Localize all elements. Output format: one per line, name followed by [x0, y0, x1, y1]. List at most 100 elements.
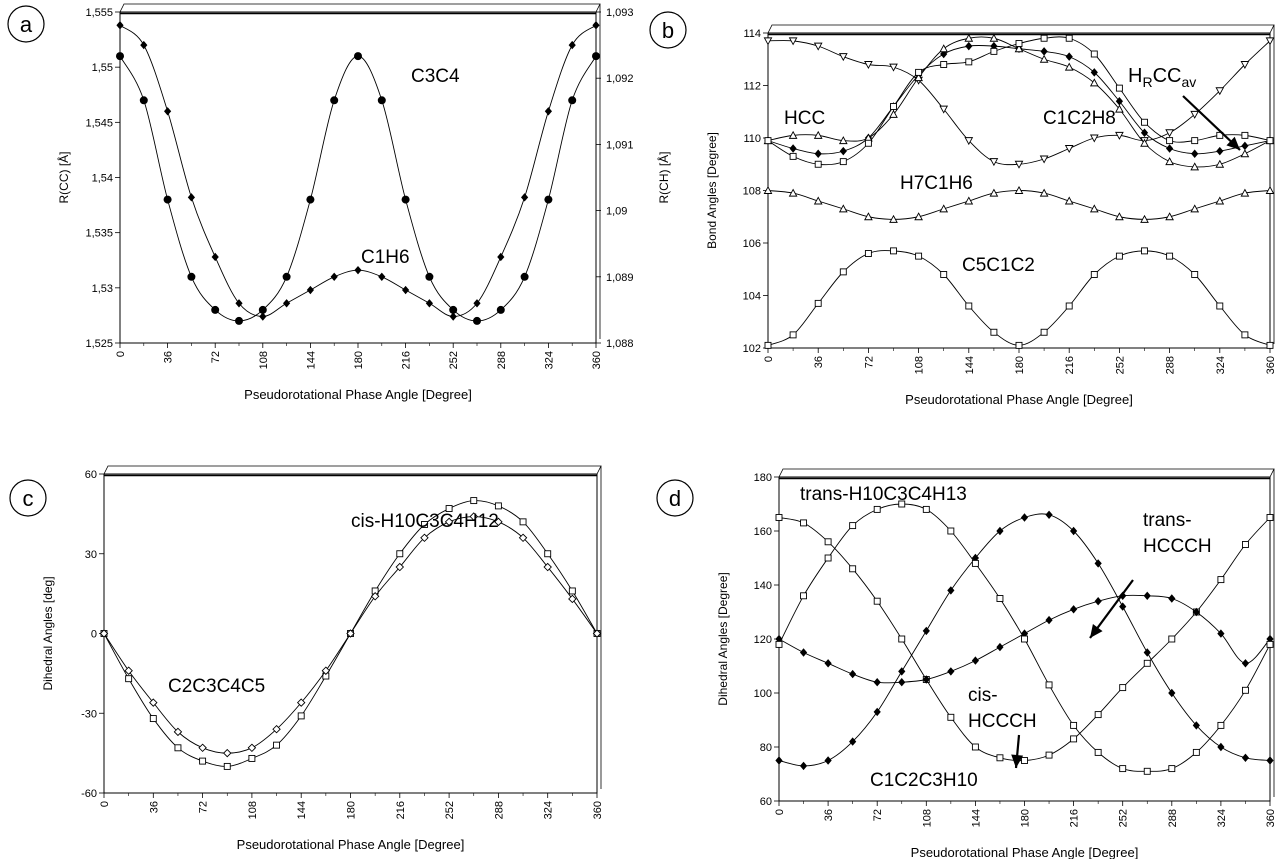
y-tick-label: 60 [760, 796, 772, 808]
data-point [788, 188, 798, 197]
data-point [402, 285, 410, 295]
data-point [1089, 134, 1099, 143]
x-tick-label: 36 [163, 351, 175, 363]
data-point [1119, 602, 1127, 611]
x-tick-label: 252 [448, 351, 460, 369]
data-point [1090, 50, 1098, 58]
data-point [971, 743, 979, 751]
data-point [939, 105, 949, 114]
data-point [1040, 34, 1048, 42]
data-point [592, 52, 600, 61]
data-point [864, 61, 873, 70]
data-point [544, 550, 552, 558]
data-point [1090, 68, 1098, 77]
data-point [1240, 188, 1250, 197]
plot-area [119, 11, 597, 344]
y-tick-label: 108 [743, 186, 761, 198]
y-tick-label: 106 [743, 238, 761, 250]
data-point [1191, 137, 1199, 145]
plot-frame-top [778, 468, 1275, 478]
data-point [173, 727, 183, 737]
data-point [889, 63, 898, 72]
data-point [568, 40, 576, 50]
series-C5C1C2 [764, 247, 1274, 349]
data-point [1021, 757, 1028, 764]
panel-b: 0 36 72 108 144 180 216 252 288 324 360 102 104 106 10… [649, 11, 1275, 407]
data-point [838, 204, 848, 213]
data-point [996, 754, 1004, 762]
y-right-axis-label: R(CH) [Å] [656, 152, 671, 204]
data-point [1115, 97, 1123, 106]
data-point [813, 130, 823, 139]
label-C1C2C3H10: C1C2C3H10 [870, 770, 978, 791]
data-point [814, 149, 822, 158]
x-tick-label: 0 [763, 356, 775, 362]
data-point [1015, 341, 1023, 349]
data-point [1094, 748, 1102, 756]
data-point [1168, 635, 1176, 643]
series-H7C1H6 [763, 185, 1275, 223]
data-point [898, 500, 906, 508]
data-point [922, 675, 930, 684]
data-point [824, 538, 832, 546]
data-point [788, 37, 798, 46]
data-point [163, 195, 172, 204]
label-C1H6: C1H6 [361, 247, 410, 268]
x-tick-label: 180 [1020, 809, 1032, 827]
data-point [1094, 559, 1102, 568]
data-point [922, 505, 930, 513]
x-axis-label: Pseudorotational Phase Angle [Degree] [905, 392, 1133, 407]
y-right-tick-label: 1,09 [606, 206, 627, 218]
data-point [965, 302, 973, 310]
panel-d: 0 36 72 108 144 180 216 252 288 324 360 60 80 100 120 1… [656, 468, 1275, 860]
data-point [497, 252, 505, 262]
data-point [873, 505, 881, 513]
data-point [354, 265, 362, 275]
x-tick-label: 72 [863, 356, 875, 368]
data-point [1168, 765, 1176, 773]
data-point [839, 146, 847, 156]
label-cis-HCCCH: HCCCH [968, 711, 1037, 732]
x-tick-label: 36 [148, 801, 160, 813]
data-point [297, 712, 305, 720]
data-point [789, 331, 797, 339]
data-point [1166, 144, 1174, 153]
label-C3C4: C3C4 [411, 66, 460, 87]
data-point [914, 212, 923, 221]
data-point [1215, 87, 1225, 96]
data-point [1143, 591, 1151, 600]
x-tick-label: 360 [1265, 356, 1275, 374]
data-point [518, 533, 528, 543]
label-part: H [1128, 65, 1142, 87]
y-tick-label: 60 [85, 469, 97, 481]
data-point [164, 107, 172, 116]
y-tick-label: 114 [743, 28, 761, 40]
data-point [1094, 597, 1102, 606]
data-point [1141, 118, 1148, 126]
label-cis-H10C3C4H12: cis-H10C3C4H12 [351, 511, 499, 532]
data-point [116, 21, 124, 30]
data-point [1070, 605, 1078, 614]
data-point [444, 517, 454, 527]
data-point [965, 41, 973, 51]
plot-frame-top [119, 3, 601, 13]
data-point [449, 305, 458, 314]
x-tick-label: 180 [1014, 356, 1026, 374]
label-part: av [1181, 74, 1196, 90]
data-point [898, 667, 906, 676]
data-point [1140, 138, 1149, 147]
data-point [1040, 328, 1048, 336]
data-point [283, 299, 291, 308]
data-point [914, 73, 923, 82]
label-trans-HCCCH: HCCCH [1143, 536, 1212, 557]
data-point [764, 341, 772, 349]
data-point [520, 272, 529, 281]
data-point [775, 756, 783, 765]
data-point [592, 21, 600, 30]
x-tick-label: 288 [496, 351, 508, 369]
data-point [187, 193, 195, 202]
data-point [473, 316, 481, 325]
y-right-tick-label: 1,093 [606, 7, 634, 19]
data-point [813, 42, 823, 51]
